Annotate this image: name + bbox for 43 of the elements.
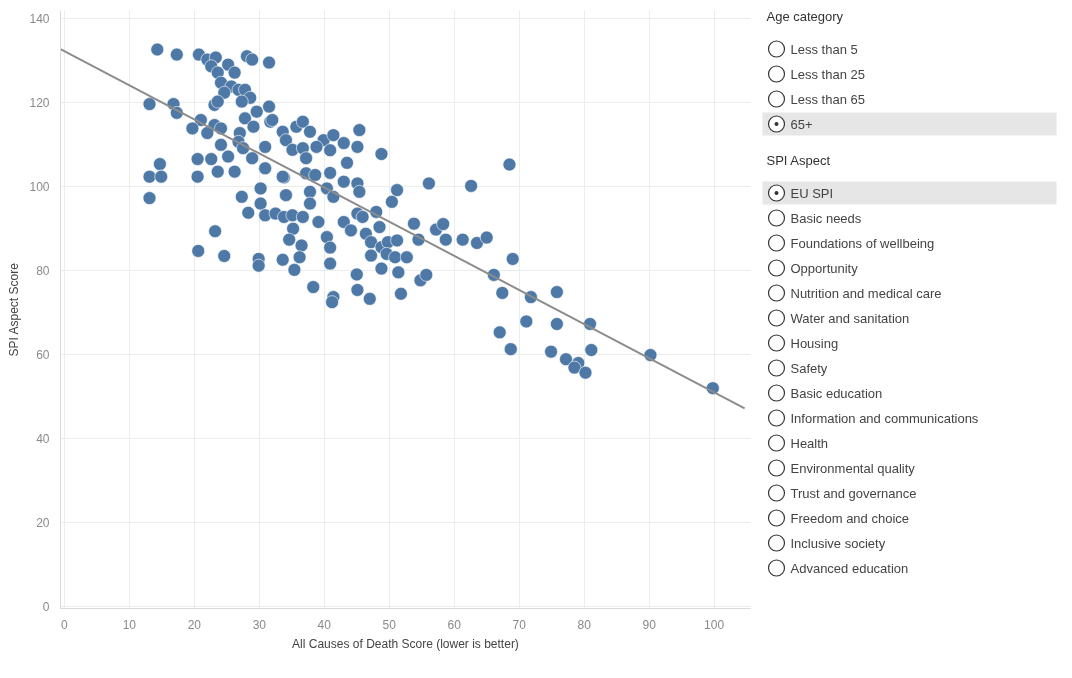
x-axis-title: All Causes of Death Score (lower is better) bbox=[292, 636, 519, 651]
x-tick-label: 30 bbox=[252, 617, 267, 632]
category-label: Water and sanitation bbox=[790, 310, 910, 326]
y-tick-label: 40 bbox=[36, 432, 50, 447]
y-axis-title: SPI Aspect Score bbox=[7, 262, 22, 357]
category-label: Inclusive society bbox=[790, 535, 886, 551]
x-tick-label: 40 bbox=[317, 617, 332, 632]
category-label: Health bbox=[790, 435, 829, 451]
category-label: Foundations of wellbeing bbox=[790, 235, 935, 251]
category-label: Safety bbox=[790, 360, 828, 376]
x-tick-label: 70 bbox=[512, 617, 527, 632]
text: SPI Aspect bbox=[766, 153, 831, 168]
category-label: Opportunity bbox=[790, 260, 859, 276]
x-tick-label: 100 bbox=[704, 617, 725, 632]
x-tick-label: 20 bbox=[187, 617, 202, 632]
category-label: Basic education bbox=[790, 385, 883, 401]
y-tick-label: 100 bbox=[29, 180, 50, 195]
x-tick-label: 50 bbox=[382, 617, 397, 632]
category-label: Environmental quality bbox=[790, 460, 916, 476]
category-label: EU SPI bbox=[790, 185, 834, 201]
y-tick-label: 20 bbox=[36, 515, 50, 530]
y-tick-label: 0 bbox=[42, 599, 50, 614]
category-label: Information and communications bbox=[790, 410, 979, 426]
y-tick-label: 80 bbox=[36, 264, 50, 279]
category-label: Less than 5 bbox=[790, 41, 858, 57]
category-label: Freedom and choice bbox=[790, 510, 910, 526]
y-tick-label: 60 bbox=[36, 348, 50, 363]
x-tick-label: 0 bbox=[61, 617, 69, 632]
category-label: Basic needs bbox=[790, 210, 862, 226]
category-label: Less than 25 bbox=[790, 66, 865, 82]
category-label: Nutrition and medical care bbox=[790, 285, 942, 301]
category-label: Trust and governance bbox=[790, 485, 917, 501]
x-tick-label: 80 bbox=[577, 617, 592, 632]
x-tick-label: 90 bbox=[642, 617, 657, 632]
category-label: Less than 65 bbox=[790, 91, 865, 107]
y-tick-label: 120 bbox=[29, 96, 50, 111]
x-tick-label: 60 bbox=[447, 617, 462, 632]
x-tick-label: 10 bbox=[122, 617, 137, 632]
category-label: 65+ bbox=[790, 116, 813, 132]
y-tick-label: 140 bbox=[29, 12, 50, 27]
category-label: Advanced education bbox=[790, 560, 909, 576]
category-label: Housing bbox=[790, 335, 839, 351]
text: Age category bbox=[766, 9, 844, 24]
